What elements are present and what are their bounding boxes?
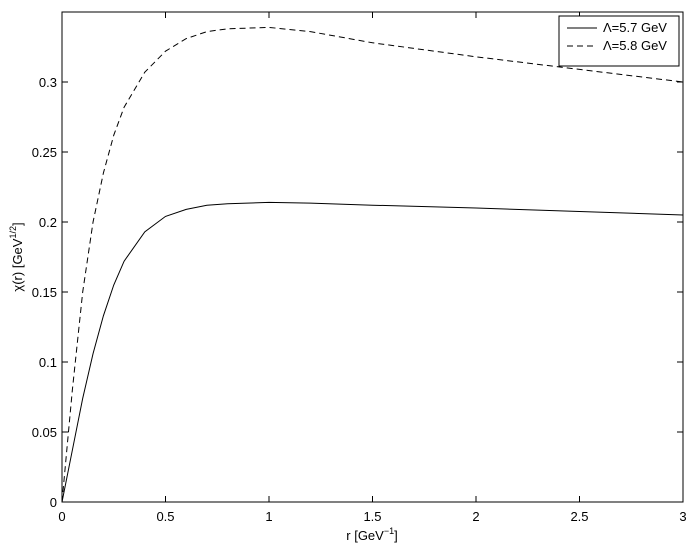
x-label-sup: −1 [384, 526, 394, 536]
series-line [61, 201, 684, 503]
y-tick-label: 0.05 [32, 425, 57, 440]
y-label-text: χ(r) [GeV [10, 238, 25, 291]
y-label-tail: ] [10, 222, 25, 226]
legend-label: Λ=5.7 GeV [603, 20, 667, 35]
x-tick-label: 1 [265, 509, 272, 524]
x-axis-label: r [GeV−1] [346, 526, 397, 543]
x-label-text: r [GeV [346, 528, 384, 543]
y-tick-label: 0.1 [39, 355, 57, 370]
y-tick-label: 0.2 [39, 215, 57, 230]
x-tick-label: 3 [679, 509, 686, 524]
series-line [61, 26, 684, 503]
x-label-tail: ] [394, 528, 398, 543]
y-tick-label: 0.3 [39, 75, 57, 90]
y-axis-label: χ(r) [GeV1/2] [8, 222, 25, 291]
y-label-sup: 1/2 [8, 226, 18, 239]
x-tick-label: 0.5 [156, 509, 174, 524]
x-tick-label: 1.5 [363, 509, 381, 524]
legend-box [558, 15, 680, 67]
axes-frame [61, 11, 684, 503]
x-tick-label: 0 [58, 509, 65, 524]
legend-label: Λ=5.8 GeV [603, 38, 667, 53]
y-tick-label: 0.25 [32, 145, 57, 160]
y-tick-label: 0.15 [32, 285, 57, 300]
y-tick-label: 0 [50, 495, 57, 510]
x-tick-label: 2.5 [570, 509, 588, 524]
x-tick-label: 2 [472, 509, 479, 524]
